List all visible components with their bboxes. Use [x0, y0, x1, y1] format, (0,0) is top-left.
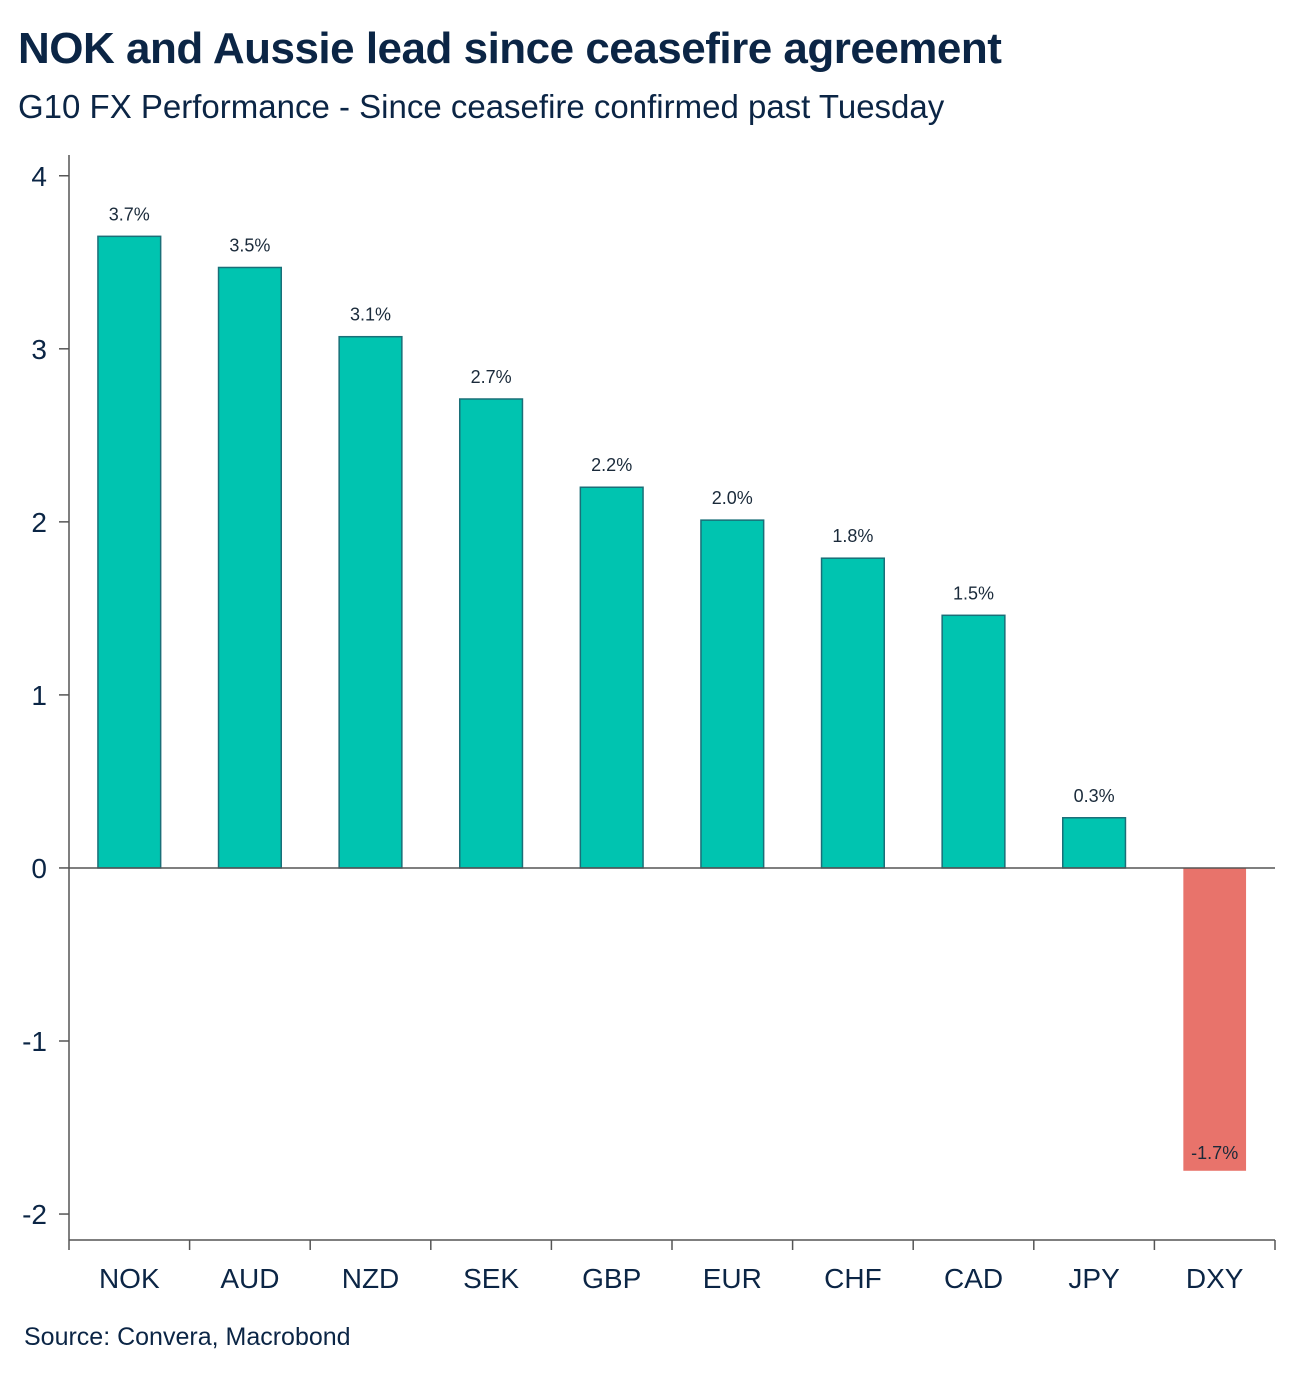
bar-cad	[941, 614, 1006, 869]
chart-subtitle: G10 FX Performance - Since ceasefire con…	[18, 88, 945, 125]
x-tick-label-sek: SEK	[463, 1263, 519, 1294]
x-tick-label-eur: EUR	[703, 1263, 762, 1294]
x-tick-label-dxy: DXY	[1186, 1263, 1244, 1294]
data-label-aud: 3.5%	[229, 235, 270, 255]
data-label-cad: 1.5%	[953, 583, 994, 603]
x-tick-label-nok: NOK	[99, 1263, 160, 1294]
bar-nok	[97, 235, 162, 869]
source-note: Source: Convera, Macrobond	[24, 1323, 351, 1351]
y-tick-label: -1	[22, 1026, 47, 1057]
chart-axes: 4 3 2 1 0 -1 -2	[22, 155, 1276, 1250]
data-label-dxy: -1.7%	[1191, 1143, 1238, 1163]
data-label-nok: 3.7%	[109, 204, 150, 224]
bar-dxy	[1183, 867, 1247, 1171]
bar-gbp	[579, 486, 644, 869]
chart-bars	[97, 235, 1247, 1171]
y-tick-label: 2	[31, 507, 47, 538]
data-label-chf: 1.8%	[832, 526, 873, 546]
data-label-jpy: 0.3%	[1074, 786, 1115, 806]
bar-chf	[820, 557, 886, 869]
x-tick-label-gbp: GBP	[582, 1263, 641, 1294]
y-tick-label: 3	[31, 334, 47, 365]
data-label-gbp: 2.2%	[591, 455, 632, 475]
data-label-eur: 2.0%	[712, 488, 753, 508]
x-tick-label-aud: AUD	[220, 1263, 279, 1294]
bar-sek	[458, 398, 524, 869]
y-tick-label: 0	[31, 853, 47, 884]
bar-jpy	[1061, 817, 1127, 869]
chart-labels: 3.7% NOK 3.5% AUD 3.1% NZD 2.7% SEK 2.2% GBP 2.0% E…	[99, 204, 1244, 1294]
data-label-sek: 2.7%	[471, 367, 512, 387]
y-tick-label: 4	[31, 161, 47, 192]
bar-nzd	[338, 335, 403, 869]
x-tick-label-jpy: JPY	[1068, 1263, 1120, 1294]
x-tick-label-nzd: NZD	[342, 1263, 400, 1294]
bar-eur	[700, 519, 765, 869]
y-tick-label: -2	[22, 1199, 47, 1230]
bar-aud	[217, 266, 283, 869]
x-tick-label-chf: CHF	[824, 1263, 882, 1294]
x-tick-label-cad: CAD	[944, 1263, 1003, 1294]
chart-title: NOK and Aussie lead since ceasefire agre…	[18, 24, 1002, 73]
data-label-nzd: 3.1%	[350, 305, 391, 325]
y-tick-label: 1	[31, 680, 47, 711]
